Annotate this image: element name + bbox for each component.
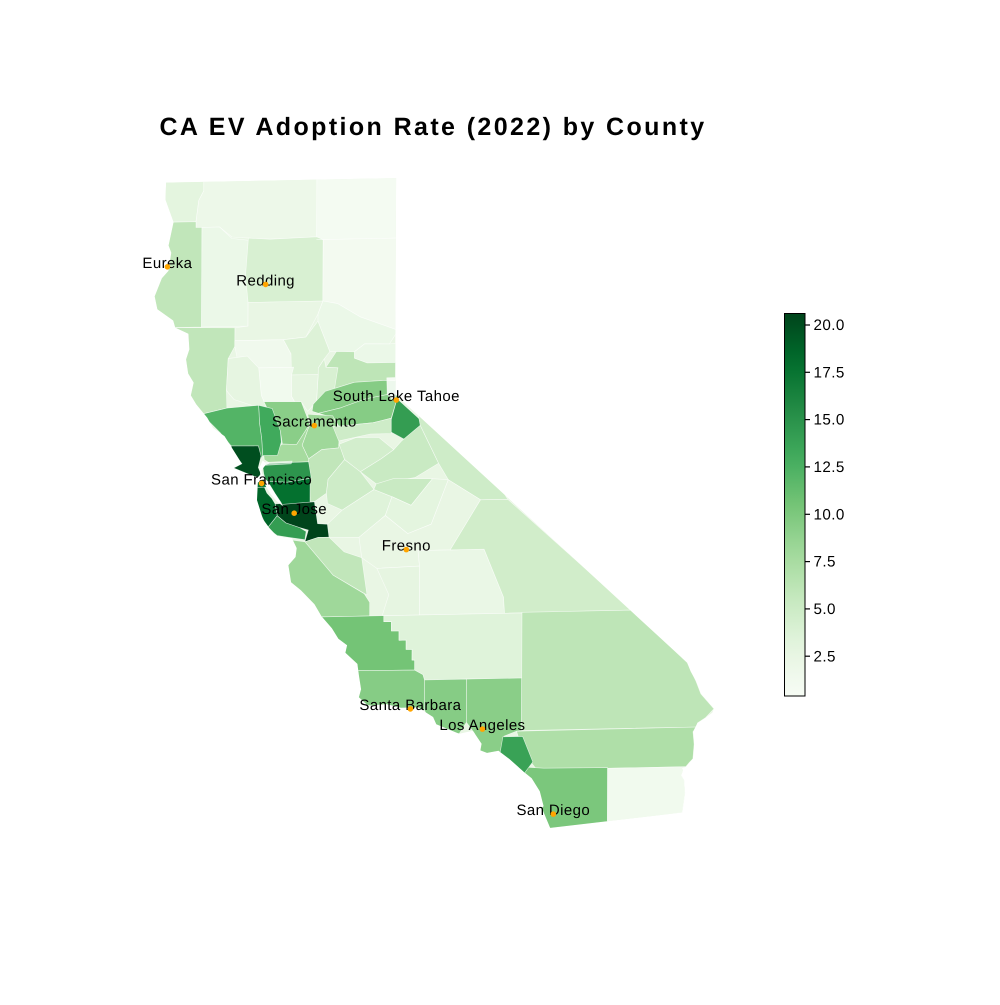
svg-text:Los Angeles: Los Angeles (439, 717, 525, 734)
svg-text:20.0: 20.0 (814, 317, 845, 334)
svg-text:17.5: 17.5 (814, 364, 845, 381)
svg-text:2.5: 2.5 (814, 648, 836, 665)
svg-text:10.0: 10.0 (814, 506, 845, 523)
svg-text:Sacramento: Sacramento (272, 414, 357, 431)
svg-text:South Lake Tahoe: South Lake Tahoe (333, 388, 460, 405)
svg-text:7.5: 7.5 (814, 554, 836, 571)
svg-text:Santa Barbara: Santa Barbara (359, 697, 461, 714)
svg-text:Redding: Redding (236, 272, 295, 289)
svg-text:San Diego: San Diego (516, 802, 590, 819)
svg-text:San Jose: San Jose (261, 501, 327, 518)
svg-text:5.0: 5.0 (814, 601, 836, 618)
svg-text:San Francisco: San Francisco (211, 471, 312, 488)
svg-text:Eureka: Eureka (142, 255, 192, 272)
svg-text:15.0: 15.0 (814, 412, 845, 429)
svg-text:Fresno: Fresno (382, 538, 431, 555)
svg-text:12.5: 12.5 (814, 459, 845, 476)
